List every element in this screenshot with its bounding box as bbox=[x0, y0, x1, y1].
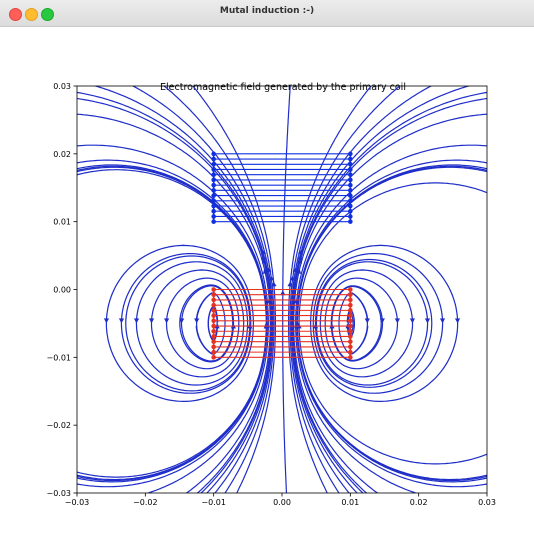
field-line bbox=[296, 165, 487, 482]
x-tick-label: 0.01 bbox=[341, 498, 359, 507]
x-axis: −0.03 −0.02 −0.01 0.00 0.01 0.02 0.03 bbox=[65, 493, 496, 507]
coils bbox=[211, 151, 353, 360]
field-arrow bbox=[118, 318, 125, 324]
field-line bbox=[291, 91, 487, 493]
field-arrow bbox=[424, 318, 431, 324]
field-line bbox=[290, 86, 433, 493]
minimize-button[interactable] bbox=[25, 8, 38, 21]
field-line bbox=[120, 253, 252, 394]
field-line bbox=[296, 166, 487, 481]
field-arrow bbox=[179, 318, 185, 324]
field-line bbox=[180, 285, 234, 362]
coil-wire-left bbox=[211, 355, 216, 360]
x-tick-label: −0.03 bbox=[65, 498, 90, 507]
field-arrow bbox=[296, 268, 302, 274]
field-line bbox=[338, 292, 369, 355]
field-line bbox=[125, 255, 251, 392]
field-arrow bbox=[164, 318, 170, 324]
x-tick-label: 0.02 bbox=[410, 498, 428, 507]
field-line bbox=[296, 159, 487, 488]
field-arrow bbox=[287, 281, 293, 287]
field-line bbox=[315, 261, 429, 386]
field-line bbox=[77, 113, 271, 493]
y-tick-label: 0.03 bbox=[53, 82, 71, 91]
field-line bbox=[312, 253, 444, 394]
field-arrow bbox=[271, 281, 277, 287]
field-arrow bbox=[454, 318, 461, 324]
field-line bbox=[77, 91, 273, 493]
y-tick-label: −0.03 bbox=[46, 489, 71, 498]
field-arrow bbox=[148, 318, 155, 324]
field-line bbox=[179, 284, 235, 363]
field-line bbox=[135, 261, 249, 386]
field-arrow bbox=[439, 318, 446, 324]
field-line bbox=[310, 244, 459, 402]
secondary-coil bbox=[211, 151, 353, 224]
field-plot: Electromagnetic field generated by the p… bbox=[46, 82, 496, 507]
field-arrow bbox=[409, 318, 416, 324]
field-line bbox=[77, 169, 267, 478]
field-line bbox=[324, 277, 399, 370]
y-axis: −0.03 −0.02 −0.01 0.00 0.01 0.02 0.03 bbox=[46, 82, 77, 498]
field-lines bbox=[77, 86, 487, 493]
field-line bbox=[346, 307, 355, 340]
field-arrow bbox=[280, 290, 286, 296]
field-line bbox=[77, 165, 268, 482]
field-arrow bbox=[262, 268, 268, 274]
y-tick-label: −0.02 bbox=[46, 421, 71, 430]
field-line bbox=[150, 269, 245, 378]
figure-canvas: Electromagnetic field generated by the p… bbox=[0, 27, 534, 551]
x-tick-label: 0.03 bbox=[478, 498, 496, 507]
primary-coil bbox=[211, 287, 353, 360]
field-arrow bbox=[133, 318, 140, 324]
field-line bbox=[319, 269, 414, 378]
y-tick-label: 0.02 bbox=[53, 150, 71, 159]
coil-wire-left bbox=[211, 151, 216, 157]
field-arrow bbox=[264, 298, 271, 304]
field-line bbox=[296, 164, 487, 483]
close-button[interactable] bbox=[9, 8, 22, 21]
coil-wire-right bbox=[348, 355, 353, 360]
coil-wire-right bbox=[348, 151, 353, 157]
field-line bbox=[93, 86, 273, 493]
field-arrow bbox=[103, 318, 110, 324]
window-titlebar[interactable]: Mutal induction :-) bbox=[0, 0, 534, 27]
field-line bbox=[77, 164, 268, 483]
x-tick-label: −0.01 bbox=[201, 498, 226, 507]
field-arrow bbox=[379, 318, 385, 324]
field-line bbox=[291, 86, 471, 493]
field-line bbox=[207, 305, 219, 342]
field-line bbox=[292, 97, 487, 493]
y-tick-label: 0.01 bbox=[53, 218, 71, 227]
plot-title: Electromagnetic field generated by the p… bbox=[160, 82, 406, 93]
field-line bbox=[298, 182, 487, 465]
field-arrow bbox=[394, 318, 400, 324]
maximize-button[interactable] bbox=[41, 8, 54, 21]
x-tick-label: −0.02 bbox=[133, 498, 158, 507]
field-line bbox=[195, 292, 226, 355]
field-line bbox=[330, 285, 384, 362]
field-line bbox=[105, 244, 254, 402]
y-tick-label: −0.01 bbox=[46, 353, 71, 362]
window-title: Mutal induction :-) bbox=[219, 6, 315, 16]
field-line bbox=[165, 277, 240, 370]
field-arrow bbox=[194, 318, 200, 324]
field-line bbox=[77, 159, 268, 488]
field-line bbox=[77, 97, 272, 493]
field-arrow bbox=[293, 298, 300, 304]
field-line bbox=[314, 258, 433, 388]
y-tick-label: 0.00 bbox=[53, 286, 71, 295]
field-line bbox=[131, 86, 274, 493]
field-line bbox=[293, 113, 487, 493]
field-line bbox=[77, 166, 268, 481]
x-tick-label: 0.00 bbox=[273, 498, 291, 507]
field-arrow bbox=[364, 318, 370, 324]
